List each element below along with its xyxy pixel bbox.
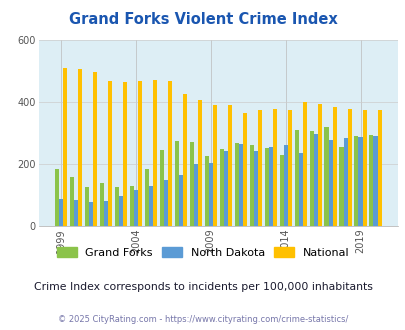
Bar (70, 177, 74, 226)
Bar (149, 186, 152, 226)
Bar (134, 190, 138, 226)
Bar (249, 145, 253, 226)
Bar (257, 110, 261, 226)
Bar (347, 109, 351, 226)
Bar (324, 127, 328, 226)
Bar (294, 130, 298, 226)
Bar (74, 200, 78, 226)
Bar (100, 182, 104, 226)
Bar (223, 151, 227, 226)
Bar (208, 163, 212, 226)
Bar (313, 134, 317, 226)
Bar (238, 144, 242, 226)
Bar (59, 199, 63, 226)
Bar (163, 180, 167, 226)
Bar (279, 155, 283, 226)
Bar (55, 169, 59, 226)
Bar (123, 82, 127, 226)
Bar (89, 202, 93, 226)
Bar (283, 145, 287, 226)
Bar (197, 100, 201, 226)
Bar (212, 105, 216, 226)
Bar (343, 138, 347, 226)
Bar (264, 148, 268, 226)
Bar (369, 135, 373, 226)
Text: Crime Index corresponds to incidents per 100,000 inhabitants: Crime Index corresponds to incidents per… (34, 282, 371, 292)
Bar (204, 156, 208, 226)
Bar (174, 141, 178, 226)
Bar (309, 131, 313, 226)
Bar (358, 137, 362, 226)
Bar (108, 81, 112, 226)
Bar (302, 102, 306, 226)
Bar (268, 147, 272, 226)
Bar (373, 136, 377, 226)
Bar (332, 107, 336, 226)
Bar (63, 68, 67, 226)
Bar (234, 143, 238, 226)
Bar (152, 80, 156, 226)
Bar (253, 151, 257, 226)
Bar (189, 142, 193, 226)
Bar (272, 109, 276, 226)
Bar (193, 164, 197, 226)
Bar (145, 169, 149, 226)
Bar (104, 201, 108, 226)
Bar (159, 150, 163, 226)
Text: Grand Forks Violent Crime Index: Grand Forks Violent Crime Index (68, 12, 337, 26)
Bar (317, 104, 321, 226)
Bar (339, 147, 343, 226)
Bar (354, 136, 358, 226)
Bar (115, 187, 119, 226)
Legend: Grand Forks, North Dakota, National: Grand Forks, North Dakota, National (54, 245, 351, 260)
Bar (78, 69, 82, 226)
Bar (242, 113, 246, 226)
Bar (93, 72, 97, 226)
Bar (85, 187, 89, 226)
Bar (298, 153, 302, 226)
Bar (219, 149, 223, 226)
Bar (138, 81, 142, 226)
Bar (362, 110, 366, 226)
Bar (328, 140, 332, 226)
Bar (167, 81, 171, 226)
Bar (377, 110, 381, 226)
Bar (119, 196, 123, 226)
Text: © 2025 CityRating.com - https://www.cityrating.com/crime-statistics/: © 2025 CityRating.com - https://www.city… (58, 315, 347, 324)
Bar (227, 105, 231, 226)
Bar (178, 175, 182, 226)
Bar (182, 94, 186, 226)
Bar (130, 186, 134, 226)
Bar (287, 110, 291, 226)
